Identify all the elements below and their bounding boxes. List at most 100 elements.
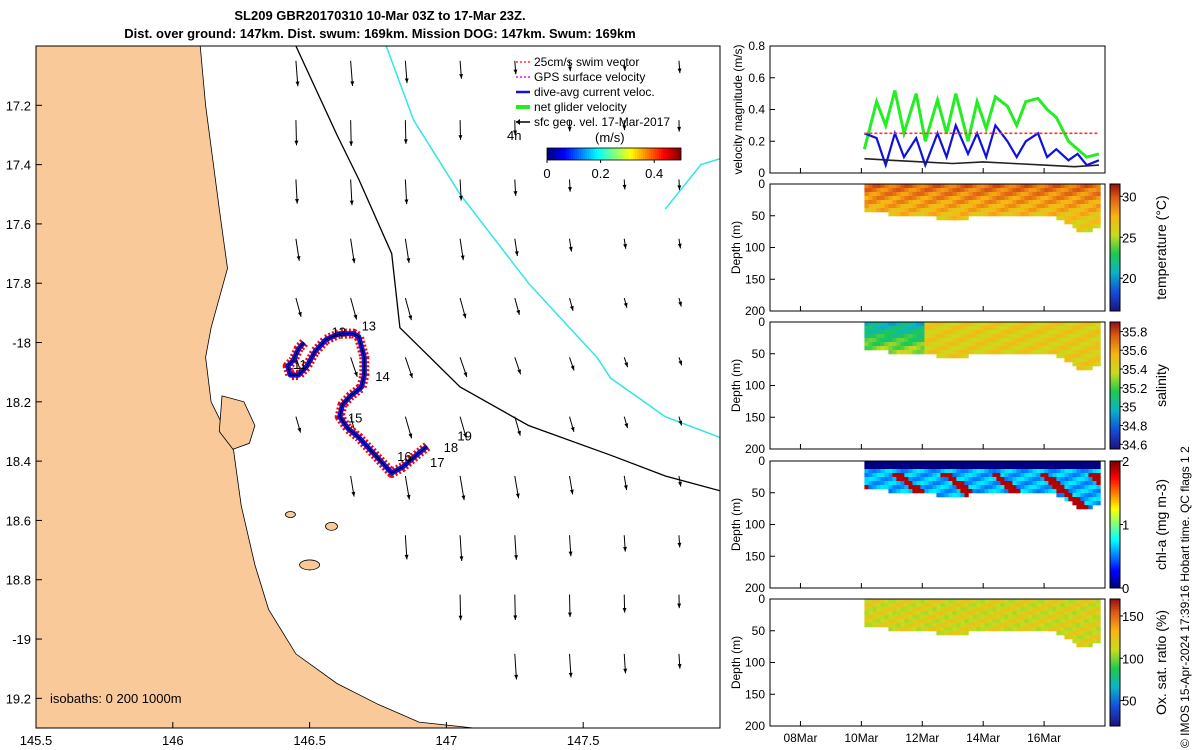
- section-cell: [876, 196, 881, 201]
- section-cell: [1084, 188, 1089, 193]
- section-cell: [920, 599, 925, 604]
- section-colorbar-cell: [1110, 718, 1120, 721]
- section-cell: [884, 338, 889, 343]
- section-cell: [944, 477, 949, 482]
- section-cell: [944, 623, 949, 628]
- section-cell: [1060, 330, 1065, 335]
- section-cell: [1032, 322, 1037, 327]
- section-cell: [1004, 473, 1009, 478]
- section-cell: [884, 485, 889, 490]
- section-cell: [936, 192, 941, 197]
- section-cell: [956, 615, 961, 620]
- section-cell: [992, 208, 997, 213]
- section-cell: [972, 192, 977, 197]
- section-cell: [1096, 485, 1101, 490]
- section-cell: [980, 611, 985, 616]
- section-cell: [868, 334, 873, 339]
- section-cell: [944, 188, 949, 193]
- section-cell: [988, 334, 993, 339]
- section-cell: [948, 461, 953, 466]
- section-cell: [908, 188, 913, 193]
- section-cell: [1076, 619, 1081, 624]
- section-cell: [920, 338, 925, 343]
- section-cell: [1076, 362, 1081, 367]
- section-cell: [1064, 192, 1069, 197]
- section-cell: [1068, 354, 1073, 359]
- section-cell: [1040, 350, 1045, 355]
- section-cell: [972, 204, 977, 209]
- section-cell: [1092, 200, 1097, 205]
- section-colorbar-cell: [1110, 514, 1120, 518]
- section-cell: [1084, 228, 1089, 233]
- section-colorbar-cell: [1110, 518, 1120, 522]
- section-cell: [968, 481, 973, 486]
- section-cell: [932, 326, 937, 331]
- section-cell: [1088, 485, 1093, 490]
- current-vector-head: [623, 485, 628, 491]
- section-cell: [940, 631, 945, 636]
- section-cell: [892, 208, 897, 213]
- section-cell: [892, 489, 897, 494]
- section-cell: [920, 619, 925, 624]
- section-cell: [916, 623, 921, 628]
- section-cell: [1052, 196, 1057, 201]
- section-cell: [1028, 465, 1033, 470]
- section-cell: [1052, 334, 1057, 339]
- section-cell: [896, 627, 901, 632]
- section-cell: [864, 184, 869, 189]
- section-cell: [952, 216, 957, 221]
- section-cell: [928, 473, 933, 478]
- section-cell: [1092, 224, 1097, 229]
- section-cell: [972, 627, 977, 632]
- section-cell: [956, 184, 961, 189]
- section-cell: [996, 188, 1001, 193]
- section-cell: [1044, 603, 1049, 608]
- section-cell: [1076, 627, 1081, 632]
- map-frame: [35, 45, 721, 729]
- section-cell: [1076, 184, 1081, 189]
- section-cell: [1040, 627, 1045, 632]
- section-cell: [992, 192, 997, 197]
- section-cell: [1076, 216, 1081, 221]
- section-cell: [1084, 362, 1089, 367]
- section-cell: [892, 200, 897, 205]
- section-cell: [940, 212, 945, 217]
- legend-colorbar-frame: [546, 147, 682, 161]
- section-cell: [1032, 184, 1037, 189]
- section-cell: [1020, 322, 1025, 327]
- section-cell: [884, 188, 889, 193]
- section-cell: [932, 485, 937, 490]
- section-cell: [1084, 607, 1089, 612]
- section-cell: [968, 611, 973, 616]
- section-cell: [944, 346, 949, 351]
- section-cell: [1080, 599, 1085, 604]
- section-cell: [976, 627, 981, 632]
- section-cell: [1032, 188, 1037, 193]
- section-colorbar-cell: [1110, 710, 1120, 713]
- section-cell: [944, 338, 949, 343]
- section-cell: [896, 599, 901, 604]
- velocity-y-tick-label: 0.2: [748, 134, 765, 148]
- section-cell: [892, 465, 897, 470]
- section-cell: [948, 326, 953, 331]
- section-cell: [944, 354, 949, 359]
- legend-colorbar-cell: [577, 148, 580, 160]
- current-vector-head: [458, 615, 463, 621]
- section-cell: [1028, 342, 1033, 347]
- section-colorbar-cell: [1110, 530, 1120, 533]
- section-cell: [1092, 469, 1097, 474]
- section-cell: [936, 627, 941, 632]
- section-cell: [1088, 623, 1093, 628]
- section-cell: [1012, 188, 1017, 193]
- section-cell: [920, 334, 925, 339]
- section-cell: [904, 326, 909, 331]
- section-colorbar-cell: [1110, 486, 1120, 490]
- section-cell: [1060, 465, 1065, 470]
- section-cell: [908, 322, 913, 327]
- section-cell: [1020, 599, 1025, 604]
- section-cell: [916, 350, 921, 355]
- current-vector-head: [403, 139, 408, 144]
- section-cell: [1004, 477, 1009, 482]
- section-cell: [1012, 461, 1017, 466]
- legend-colorbar-cell: [651, 148, 654, 160]
